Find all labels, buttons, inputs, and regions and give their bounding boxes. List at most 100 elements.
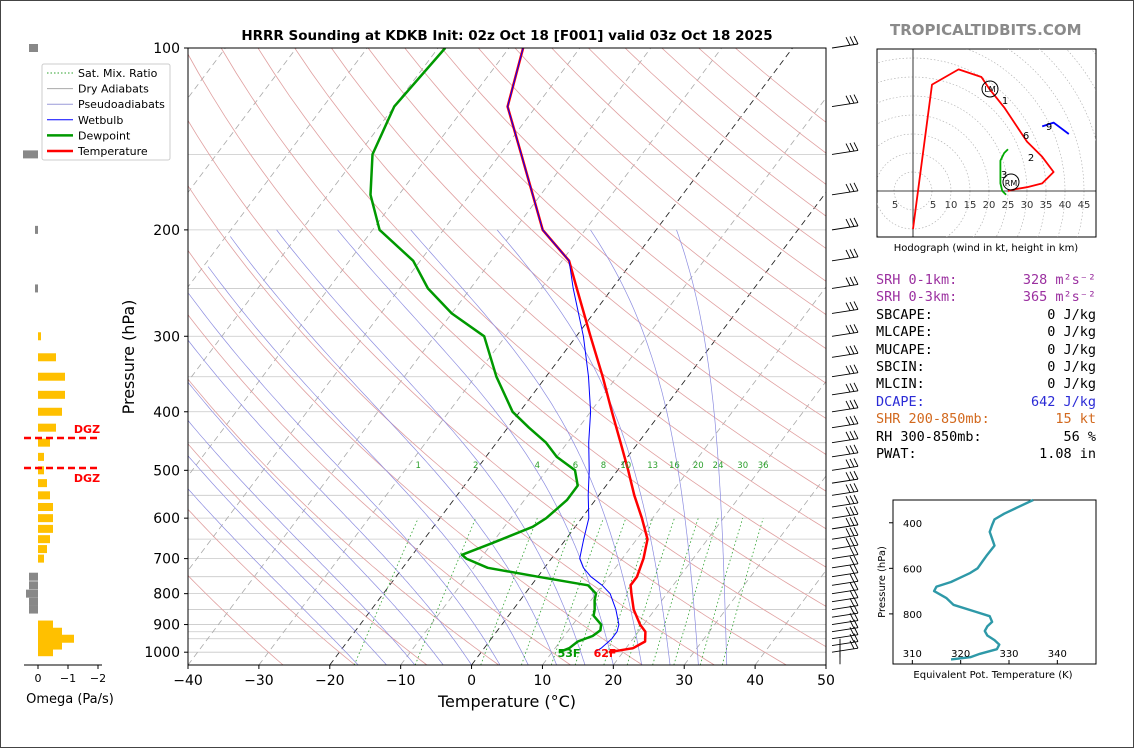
y-tick-label: 600 <box>153 511 180 527</box>
x-tick-label: −30 <box>244 673 274 689</box>
index-label: SHR 200-850mb: <box>876 411 990 428</box>
theta-e-x-tick-label: 330 <box>999 649 1018 660</box>
omega-bar <box>38 408 62 416</box>
mixing-ratio-label: 8 <box>601 461 606 471</box>
hodograph-point-label: RM <box>1005 179 1018 188</box>
mixing-ratio-label: 36 <box>758 461 769 471</box>
index-row: DCAPE:642 J/kg <box>876 394 1096 411</box>
omega-bar <box>38 373 65 381</box>
index-label: SBCAPE: <box>876 307 933 324</box>
y-axis-label: Pressure (hPa) <box>119 300 138 415</box>
index-row: PWAT: 1.08 in <box>876 446 1096 463</box>
legend-label: Temperature <box>77 145 148 158</box>
omega-bar <box>29 606 38 614</box>
mixing-ratio-label: 24 <box>713 461 724 471</box>
hodograph-x-tick-label: 25 <box>1002 200 1015 211</box>
hodograph-x-tick-label: 20 <box>983 200 996 211</box>
omega-bar <box>38 424 56 432</box>
x-axis-label: Temperature (°C) <box>437 692 576 711</box>
omega-bar <box>29 598 38 606</box>
index-row: SHR 200-850mb: 15 kt <box>876 411 1096 428</box>
omega-x-axis-label: Omega (Pa/s) <box>26 692 114 707</box>
omega-x-tick-label: −1 <box>60 672 76 685</box>
hodograph-x-tick-label: 35 <box>1040 200 1053 211</box>
mixing-ratio-label: 2 <box>473 461 478 471</box>
y-tick-label: 1000 <box>144 645 180 661</box>
mixing-ratio-label: 10 <box>620 461 631 471</box>
hodograph-x-tick-label: 15 <box>964 200 977 211</box>
theta-e-x-tick-label: 340 <box>1048 649 1067 660</box>
legend-label: Sat. Mix. Ratio <box>78 67 158 80</box>
index-value: 365 m²s⁻² <box>1023 289 1096 306</box>
index-label: RH 300-850mb: <box>876 429 982 446</box>
theta-e-y-tick-label: 400 <box>903 519 922 530</box>
legend-label: Pseudoadiabats <box>78 98 165 111</box>
hodograph-point-label: 1 <box>1002 96 1008 107</box>
omega-bar <box>38 545 47 553</box>
surface-temp-label: 62F <box>594 647 617 660</box>
index-label: PWAT: <box>876 446 917 463</box>
omega-bar <box>29 581 38 589</box>
x-tick-label: 50 <box>817 673 835 689</box>
y-tick-label: 400 <box>153 405 180 421</box>
index-label: MLCAPE: <box>876 324 933 341</box>
hodograph-x-tick-label: 40 <box>1059 200 1072 211</box>
theta-e-x-axis-label: Equivalent Pot. Temperature (K) <box>913 670 1072 681</box>
index-value: 0 J/kg <box>1047 307 1096 324</box>
y-tick-label: 900 <box>153 618 180 634</box>
hodograph-point-label: 6 <box>1023 131 1029 142</box>
omega-bar <box>38 514 53 522</box>
y-tick-label: 100 <box>153 41 180 57</box>
x-tick-label: 0 <box>467 673 476 689</box>
omega-bar <box>38 621 53 629</box>
theta-e-x-tick-label: 320 <box>951 649 970 660</box>
index-value: 0 J/kg <box>1047 359 1096 376</box>
chart-title: HRRR Sounding at KDKB Init: 02z Oct 18 [… <box>241 28 772 44</box>
omega-bar <box>38 479 47 487</box>
index-label: SBCIN: <box>876 359 925 376</box>
x-tick-label: −10 <box>386 673 416 689</box>
omega-bar <box>38 555 44 563</box>
x-tick-label: 30 <box>675 673 693 689</box>
index-label: SRH 0-1km: <box>876 272 957 289</box>
index-value: 642 J/kg <box>1031 394 1096 411</box>
brand-watermark: TROPICALTIDBITS.COM <box>890 21 1082 39</box>
omega-bar <box>38 353 56 361</box>
omega-x-tick-label: −2 <box>90 672 106 685</box>
index-row: SRH 0-1km: 328 m²s⁻² <box>876 272 1096 289</box>
index-value: 15 kt <box>1055 411 1096 428</box>
y-tick-label: 500 <box>153 463 180 479</box>
legend-label: Dewpoint <box>78 129 131 142</box>
dgz-label-bottom: DGZ <box>74 472 100 485</box>
omega-bar <box>38 332 41 340</box>
hodograph-x-tick-label: 30 <box>1021 200 1034 211</box>
omega-bar <box>38 439 50 447</box>
index-row: MUCAPE:0 J/kg <box>876 342 1096 359</box>
y-tick-label: 200 <box>153 223 180 239</box>
dgz-label-top: DGZ <box>74 423 100 436</box>
index-value: 1.08 in <box>1039 446 1096 463</box>
omega-bar <box>38 628 62 636</box>
index-row: SRH 0-3km:365 m²s⁻² <box>876 289 1096 306</box>
omega-bar <box>35 284 38 292</box>
x-tick-label: 10 <box>534 673 552 689</box>
omega-bar <box>38 491 50 499</box>
legend-label: Dry Adiabats <box>78 83 149 96</box>
hodograph-point-label: LM <box>984 85 995 94</box>
index-label: MLCIN: <box>876 376 925 393</box>
x-tick-label: −20 <box>315 673 345 689</box>
omega-bar <box>38 535 50 543</box>
omega-bar <box>38 503 53 511</box>
index-value: 0 J/kg <box>1047 342 1096 359</box>
index-row: MLCAPE:0 J/kg <box>876 324 1096 341</box>
hodograph-x-tick-label: 10 <box>945 200 958 211</box>
theta-e-x-tick-label: 310 <box>903 649 922 660</box>
index-value: 0 J/kg <box>1047 376 1096 393</box>
omega-bar <box>35 226 38 234</box>
y-tick-label: 300 <box>153 329 180 345</box>
index-row: RH 300-850mb:56 % <box>876 429 1096 446</box>
hodograph-x-tick-label: 45 <box>1078 200 1091 211</box>
index-value: 328 m²s⁻² <box>1023 272 1096 289</box>
